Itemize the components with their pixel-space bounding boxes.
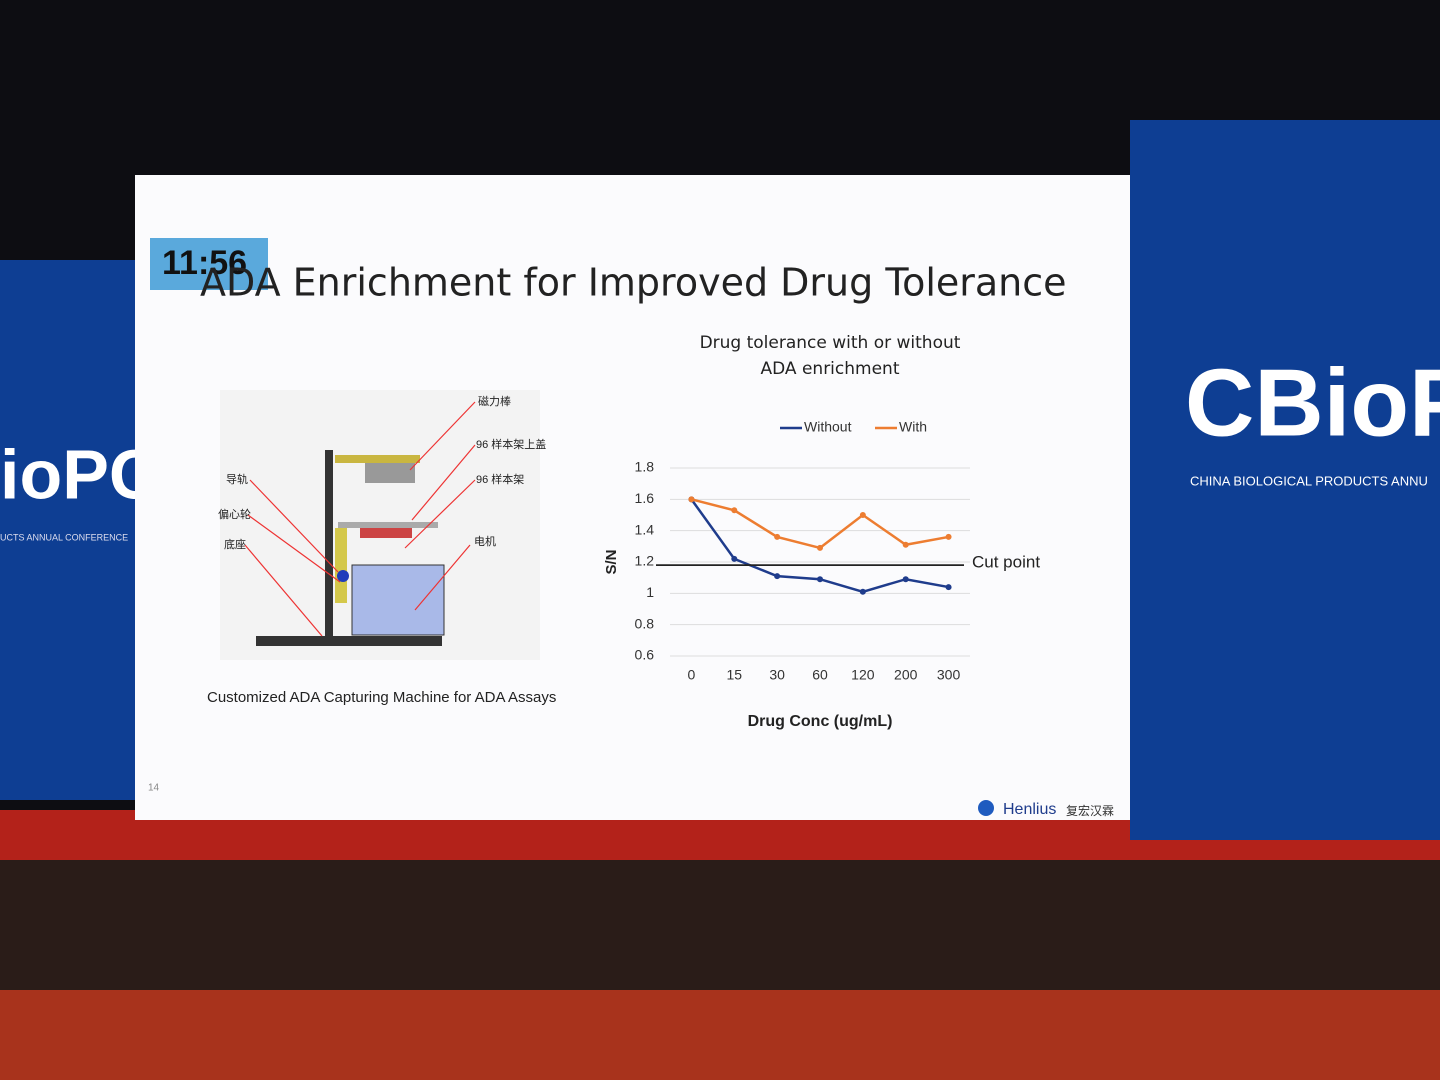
x-tick-label: 200 [894, 667, 918, 683]
rack [360, 528, 412, 538]
y-tick-label: 1.6 [635, 490, 655, 506]
diagram-label: 磁力棒 [478, 394, 511, 408]
cam [335, 528, 347, 603]
diagram-label: 偏心轮 [218, 507, 251, 521]
timer-box [150, 238, 268, 290]
x-axis-label: Drug Conc (ug/mL) [748, 713, 893, 730]
chart: 0.6 0.8 1 1.2 1.4 1.6 1.8 0 15 30 60 120 200 300 S/N Dr… [603, 419, 1040, 731]
diagram-label: 导轨 [226, 472, 248, 486]
banner-subtitle: UCTS ANNUAL CONFERENCE [0, 532, 128, 542]
y-axis-label: S/N [603, 549, 620, 574]
data-point [945, 533, 952, 540]
x-tick-label: 0 [688, 667, 696, 683]
machine-rail [325, 450, 333, 638]
y-tick-label: 1 [646, 584, 654, 600]
data-point [731, 507, 738, 514]
data-point [902, 576, 909, 583]
page-number: 14 [148, 783, 160, 794]
data-point [731, 555, 738, 562]
legend-label: With [899, 419, 927, 435]
y-tick-label: 1.8 [635, 459, 655, 475]
banner-subtitle: CHINA BIOLOGICAL PRODUCTS ANNU [1190, 473, 1428, 488]
x-tick-label: 60 [812, 667, 828, 683]
timer: 11:56 [162, 244, 247, 282]
pointer-arrows [244, 401, 476, 637]
data-point [859, 512, 866, 518]
logo-mark [978, 800, 994, 816]
logo-name: Henlius [1003, 801, 1056, 818]
x-tick-label: 30 [769, 667, 785, 683]
motor-box [351, 564, 445, 636]
data-point [817, 576, 823, 583]
diagram-label: 96 样本架 [476, 472, 524, 486]
x-tick-label: 15 [726, 667, 742, 683]
diagram-labels: 磁力棒 96 样本架上盖 96 样本架 导轨 偏心轮 底座 电机 [218, 394, 546, 551]
y-tick-label: 0.6 [635, 647, 655, 663]
left-banner [0, 260, 140, 800]
data-point [688, 496, 695, 503]
diagram-caption: Customized ADA Capturing Machine for ADA… [207, 689, 556, 706]
x-tick-label: 300 [937, 667, 961, 683]
diagram-label: 底座 [224, 537, 246, 551]
legend-label: Without [804, 419, 852, 435]
logo-chinese: 复宏汉霖 [1066, 803, 1114, 818]
diagram-label: 电机 [474, 534, 496, 548]
data-point [774, 533, 781, 540]
data-point [817, 544, 823, 551]
data-point [902, 541, 909, 548]
cut-point-label: Cut point [972, 553, 1040, 572]
banner-logo: CBioP [1185, 349, 1440, 456]
diagram-label: 96 样本架上盖 [476, 437, 546, 451]
carpet [0, 990, 1440, 1080]
magnet-rods [365, 463, 415, 483]
rack-lid [338, 522, 438, 528]
data-point [774, 573, 781, 580]
x-tick-label: 120 [851, 667, 875, 683]
y-tick-label: 1.4 [635, 521, 655, 537]
wheel [337, 570, 349, 582]
y-tick-label: 1.2 [635, 553, 655, 569]
chart-title: Drug tolerance with or without ADA enric… [699, 333, 961, 379]
slide-title: ADA Enrichment for Improved Drug Toleran… [200, 261, 1067, 305]
data-point [945, 584, 952, 591]
banner-logo: ioPC [0, 435, 159, 513]
y-tick-label: 0.8 [635, 615, 655, 631]
machine-base [256, 636, 442, 646]
stage-front [0, 860, 1440, 990]
right-banner [1130, 120, 1440, 840]
magnet-holder [335, 455, 420, 463]
data-point [859, 588, 866, 595]
